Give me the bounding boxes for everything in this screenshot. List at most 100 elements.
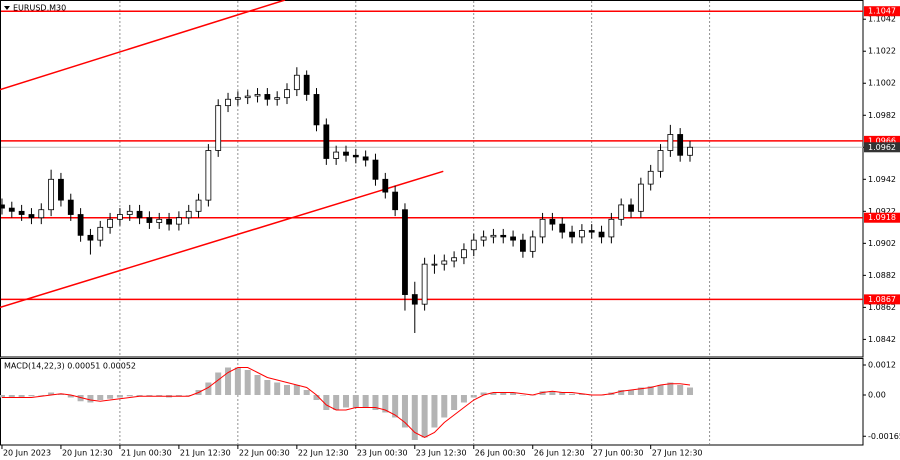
candle-body	[500, 234, 507, 238]
candle-body	[303, 74, 310, 95]
macd-bar	[618, 390, 625, 395]
y-tick-label: 1.0862	[868, 303, 896, 312]
candle-body	[529, 236, 536, 252]
macd-bar	[647, 386, 654, 395]
macd-bar	[8, 395, 15, 398]
candle-body	[490, 234, 497, 238]
macd-bar	[401, 395, 408, 428]
candle-body	[0, 204, 5, 209]
candle-body	[520, 239, 526, 252]
candle-body	[48, 178, 55, 211]
macd-bar	[313, 395, 320, 400]
candle-body	[244, 95, 251, 99]
y-tick-label: 0.0012	[868, 361, 896, 370]
candle-body	[569, 231, 575, 238]
candle-body	[107, 218, 113, 228]
candle-body	[343, 151, 349, 156]
candle-body	[333, 151, 340, 159]
candle-body	[313, 94, 320, 126]
macd-bar	[677, 385, 684, 395]
x-tick-label: 26 Jun 00:30	[475, 449, 526, 458]
candle-body	[28, 214, 35, 219]
macd-bar	[460, 395, 467, 403]
candle-body	[136, 210, 143, 219]
candle-body	[598, 231, 605, 238]
macd-bar	[38, 395, 45, 396]
macd-title: MACD(14,22,3) 0.00051 0.00052	[4, 362, 136, 371]
candle-body	[510, 236, 516, 241]
x-tick-label: 21 Jun 12:30	[180, 449, 231, 458]
candle-body	[156, 218, 163, 223]
macd-bar	[500, 392, 507, 395]
y-tick-label: 1.0922	[868, 207, 896, 216]
candle-body	[362, 156, 369, 161]
x-tick-label: 23 Jun 00:30	[357, 449, 408, 458]
candle-body	[667, 134, 674, 151]
price-panel-frame	[0, 0, 864, 358]
macd-bar	[18, 395, 25, 398]
candle-body	[451, 257, 458, 262]
level-label-box	[864, 212, 900, 223]
macd-bar	[254, 375, 261, 395]
candle-body	[628, 204, 634, 212]
x-tick-label: 27 Jun 12:30	[652, 449, 703, 458]
candle-body	[323, 124, 330, 159]
candle-body	[234, 97, 241, 100]
candle-body	[67, 199, 74, 215]
candle-body	[461, 249, 467, 259]
candle-body	[97, 226, 104, 241]
level-label-box	[864, 6, 900, 17]
macd-bar	[441, 395, 448, 418]
x-tick-label: 26 Jun 12:30	[534, 449, 585, 458]
macd-bar	[569, 393, 576, 395]
macd-bar	[116, 395, 123, 398]
candle-body	[470, 239, 477, 251]
macd-bar	[578, 393, 585, 395]
y-tick-label: 1.1042	[868, 15, 896, 24]
macd-bar	[549, 391, 556, 395]
macd-bar	[0, 395, 5, 398]
candle-body	[421, 263, 428, 305]
candle-body	[539, 218, 546, 238]
candle-body	[293, 74, 300, 91]
candle-body	[87, 234, 94, 241]
level-label: 1.1047	[868, 7, 896, 16]
macd-bar	[480, 392, 487, 395]
macd-bar	[490, 392, 497, 395]
candle-body	[480, 236, 487, 241]
macd-bar	[421, 395, 428, 438]
macd-bar	[146, 395, 153, 397]
macd-bar	[57, 393, 64, 395]
y-tick-label: 1.0942	[868, 175, 896, 184]
x-tick-label: 20 Jun 12:30	[62, 449, 113, 458]
macd-bar	[136, 395, 143, 397]
macd-bar	[559, 392, 566, 395]
level-label: 1.0966	[868, 136, 896, 145]
macd-bar	[87, 395, 94, 403]
y-tick-label: 0.00	[868, 391, 886, 400]
candle-body	[441, 260, 448, 265]
y-tick-label: 1.1002	[868, 79, 896, 88]
macd-bar	[392, 395, 399, 418]
candle-body	[392, 191, 399, 211]
candle-body	[657, 150, 664, 172]
candle-body	[431, 263, 438, 266]
y-tick-label: 1.0882	[868, 271, 896, 280]
candle-body	[677, 134, 684, 156]
macd-bar	[67, 395, 74, 398]
macd-bar	[97, 395, 104, 400]
candle-body	[588, 230, 595, 233]
macd-bar	[28, 395, 35, 397]
macd-bar	[451, 395, 458, 410]
macd-bar	[628, 390, 635, 395]
y-tick-label: -0.00165	[868, 432, 900, 441]
y-tick-label: 1.0982	[868, 111, 896, 120]
macd-bar	[510, 392, 517, 395]
macd-bar	[126, 395, 133, 397]
candle-body	[647, 170, 654, 185]
x-tick-label: 23 Jun 12:30	[416, 449, 467, 458]
macd-bar	[382, 395, 389, 413]
y-tick-label: 1.0902	[868, 239, 896, 248]
candle-body	[175, 217, 182, 225]
